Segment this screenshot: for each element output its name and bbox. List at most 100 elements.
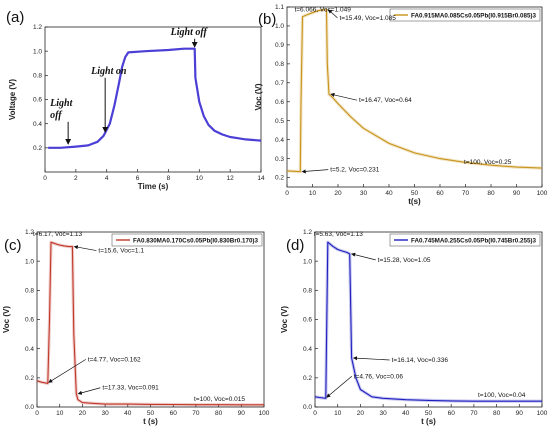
y-ticks: 0.0 0.2 0.4 0.6 0.8 1.0 1.2	[25, 229, 40, 411]
y-tick-label: 1.2	[33, 24, 42, 31]
annotation-arrow	[48, 359, 87, 383]
x-tick-label: 90	[238, 410, 246, 417]
annotation-label: t=6.066, Voc=1.049	[294, 7, 351, 14]
annotation-label: t=4.76, Voc=0.06	[354, 373, 404, 380]
annotation-arrow	[326, 375, 353, 398]
y-tick-label: 0.8	[275, 61, 284, 68]
x-axis-title: t (s)	[143, 417, 158, 426]
annotation-label: off	[50, 110, 63, 121]
y-tick-label: 1.2	[303, 229, 312, 236]
legend: FA0.745MA0.255Cs0.05Pb(I0.745Br0.255)3	[389, 233, 541, 247]
legend-box	[389, 8, 541, 22]
y-axis-title: Voc (V)	[2, 306, 11, 333]
series-line	[286, 9, 543, 173]
annotation-label: Light off	[170, 27, 209, 38]
annotation-arrow	[351, 252, 376, 261]
annotation: t=100, Voc=0.25	[464, 159, 512, 166]
y-tick-label: 1.0	[33, 48, 42, 55]
series-halo	[36, 240, 264, 407]
x-tick-label: 0	[35, 410, 39, 417]
annotation-label: t=4.77, Voc=0.162	[88, 356, 141, 363]
x-tick-label: 8	[167, 175, 171, 182]
annotation-arrow	[301, 169, 329, 174]
series-line	[48, 47, 262, 149]
x-tick-label: 4	[105, 175, 109, 182]
x-axis-title: t (s)	[421, 417, 436, 426]
x-tick-label: 2	[74, 175, 78, 182]
plot-frame	[44, 26, 262, 173]
y-ticks: 0.0 0.2 0.4 0.6 0.8 1.0 1.2	[303, 229, 318, 411]
annotation-arrow	[330, 92, 358, 101]
x-tick-label: 60	[436, 190, 444, 197]
annotation: t=16.47, Voc=0.64	[330, 92, 412, 104]
x-tick-label: 100	[259, 410, 270, 417]
annotation: t=15.28, Voc=1.05	[351, 252, 431, 264]
y-tick-label: 0.4	[33, 121, 42, 128]
y-tick-label: 0.6	[33, 97, 42, 104]
x-tick-label: 50	[147, 410, 155, 417]
panel-label: (a)	[6, 9, 24, 26]
x-tick-label: 30	[379, 410, 387, 417]
y-tick-label: 0.0	[25, 404, 34, 411]
x-ticks: 0 10 20 30 40 50 60 70 80 90 100	[313, 404, 548, 417]
y-tick-label: 0.7	[275, 80, 284, 87]
annotation-label: Light	[49, 98, 73, 109]
y-tick-label: 0.8	[303, 288, 312, 295]
y-tick-label: 0.4	[25, 346, 34, 353]
annotation-label: t=15.49, Voc=1.085	[339, 15, 396, 22]
y-tick-label: 0.2	[25, 375, 34, 382]
y-tick-label: 0.2	[303, 375, 312, 382]
annotation: t=5.63, Voc=1.13	[314, 231, 364, 238]
annotation: t=100, Voc=0.04	[478, 392, 526, 399]
y-tick-label: 0.2	[275, 175, 284, 182]
annotation-arrow	[352, 356, 390, 361]
annotation: Light on	[90, 66, 127, 133]
x-tick-label: 20	[357, 410, 365, 417]
annotation: t=15.6, Voc=1.1	[73, 245, 144, 255]
annotation-label: Light on	[90, 66, 127, 77]
x-axis-title: Time (s)	[138, 182, 169, 191]
annotation: t=6.066, Voc=1.049	[294, 7, 351, 14]
x-tick-label: 40	[124, 410, 132, 417]
annotation-label: t=5.63, Voc=1.13	[314, 231, 364, 238]
y-tick-label: 0.8	[25, 288, 34, 295]
x-tick-label: 90	[516, 410, 524, 417]
series-line	[36, 241, 264, 406]
annotation: t=16.14, Voc=0.336	[352, 356, 448, 364]
y-tick-label: 1.2	[25, 229, 34, 236]
x-tick-label: 100	[537, 190, 548, 197]
y-tick-label: 1.1	[275, 4, 284, 11]
panel-d: 0 10 20 30 40 50 60 70 80 90 100 0.0 0.2 0.4 0.6 0.8 1.0…	[280, 229, 548, 426]
y-tick-label: 0.4	[275, 137, 284, 144]
x-tick-label: 60	[170, 410, 178, 417]
series-halo	[314, 240, 542, 403]
x-tick-label: 100	[537, 410, 548, 417]
y-tick-label: 0.4	[303, 346, 312, 353]
y-tick-label: 1.0	[25, 258, 34, 265]
legend-label: FA0.745MA0.255Cs0.05Pb(I0.745Br0.255)3	[411, 238, 536, 245]
panel-label: (b)	[258, 11, 276, 28]
x-tick-label: 80	[493, 410, 501, 417]
x-tick-label: 20	[79, 410, 87, 417]
x-tick-label: 14	[257, 175, 265, 182]
y-tick-label: 0.6	[25, 317, 34, 324]
annotation-label: t=17.33, Voc=0.091	[102, 385, 159, 392]
annotation-arrow	[77, 387, 101, 395]
annotation-arrow	[73, 245, 97, 251]
y-tick-label: 0.6	[303, 317, 312, 324]
annotation-arrow	[327, 9, 338, 19]
y-tick-label: 0.2	[33, 145, 42, 152]
x-ticks: 0 10 20 30 40 50 60 70 80 90 100	[35, 404, 270, 417]
y-axis-title: Voc (V)	[254, 83, 263, 110]
x-tick-label: 40	[402, 410, 410, 417]
x-tick-label: 10	[196, 175, 204, 182]
x-tick-label: 80	[215, 410, 223, 417]
legend-label: FA0.915MA0.085Cs0.05Pb(I0.915Br0.085)3	[411, 13, 536, 20]
annotation: t=4.77, Voc=0.162	[48, 356, 141, 383]
legend: FA0.915MA0.085Cs0.05Pb(I0.915Br0.085)3	[389, 8, 541, 22]
x-tick-label: 10	[334, 410, 342, 417]
y-tick-label: 0.6	[275, 99, 284, 106]
annotation: t=4.76, Voc=0.06	[326, 373, 404, 398]
